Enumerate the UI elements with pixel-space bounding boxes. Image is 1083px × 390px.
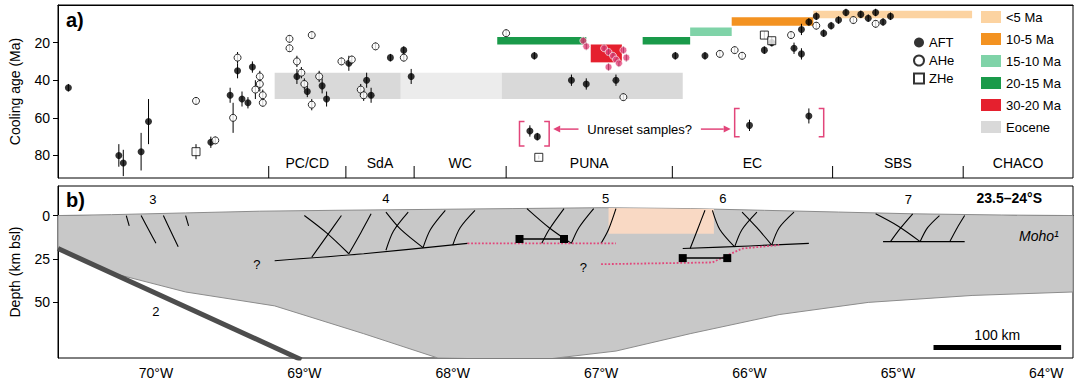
svg-text:64°W: 64°W (1029, 365, 1064, 381)
svg-text:4: 4 (382, 191, 389, 206)
svg-text:SBS: SBS (884, 155, 912, 171)
svg-text:30-20 Ma: 30-20 Ma (1006, 98, 1062, 113)
svg-text:68°W: 68°W (436, 365, 471, 381)
svg-text:Moho¹: Moho¹ (1019, 228, 1059, 244)
svg-text:0: 0 (42, 208, 50, 224)
svg-text:67°W: 67°W (584, 365, 619, 381)
svg-text:80: 80 (34, 147, 50, 163)
svg-text:AHe: AHe (929, 53, 954, 68)
svg-text:ZHe: ZHe (929, 71, 954, 86)
svg-text:70°W: 70°W (139, 365, 174, 381)
svg-text:40: 40 (34, 72, 50, 88)
svg-text:5: 5 (602, 191, 609, 206)
svg-text:SdA: SdA (367, 155, 394, 171)
svg-text:66°W: 66°W (732, 365, 767, 381)
svg-text:EC: EC (743, 155, 762, 171)
svg-text:CHACO: CHACO (993, 155, 1044, 171)
svg-text:25: 25 (34, 251, 50, 267)
svg-text:69°W: 69°W (287, 365, 322, 381)
svg-text:50: 50 (34, 294, 50, 310)
svg-text:AFT: AFT (929, 35, 954, 50)
svg-text:<5 Ma: <5 Ma (1006, 10, 1043, 25)
svg-text:6: 6 (719, 191, 726, 206)
svg-text:20: 20 (34, 35, 50, 51)
svg-text:65°W: 65°W (881, 365, 916, 381)
svg-text:23.5–24°S: 23.5–24°S (976, 190, 1042, 206)
svg-text:Cooling age (Ma): Cooling age (Ma) (7, 38, 23, 145)
svg-text:60: 60 (34, 110, 50, 126)
svg-text:Unreset samples?: Unreset samples? (587, 122, 692, 137)
svg-text:7: 7 (905, 192, 912, 207)
svg-text:?: ? (580, 260, 587, 275)
svg-text:a): a) (66, 9, 84, 31)
svg-text:20-15 Ma: 20-15 Ma (1006, 76, 1062, 91)
svg-text:10-5 Ma: 10-5 Ma (1006, 32, 1054, 47)
svg-text:WC: WC (448, 155, 471, 171)
svg-text:b): b) (66, 189, 85, 211)
svg-text:PUNA: PUNA (570, 155, 610, 171)
svg-text:Depth (km bsl): Depth (km bsl) (7, 226, 23, 317)
svg-text:2: 2 (152, 304, 159, 319)
svg-text:?: ? (253, 257, 260, 272)
svg-text:15-10 Ma: 15-10 Ma (1006, 54, 1062, 69)
svg-text:PC/CD: PC/CD (286, 155, 330, 171)
svg-text:3: 3 (149, 192, 156, 207)
svg-text:100 km: 100 km (974, 327, 1020, 343)
svg-text:Eocene: Eocene (1006, 120, 1050, 135)
